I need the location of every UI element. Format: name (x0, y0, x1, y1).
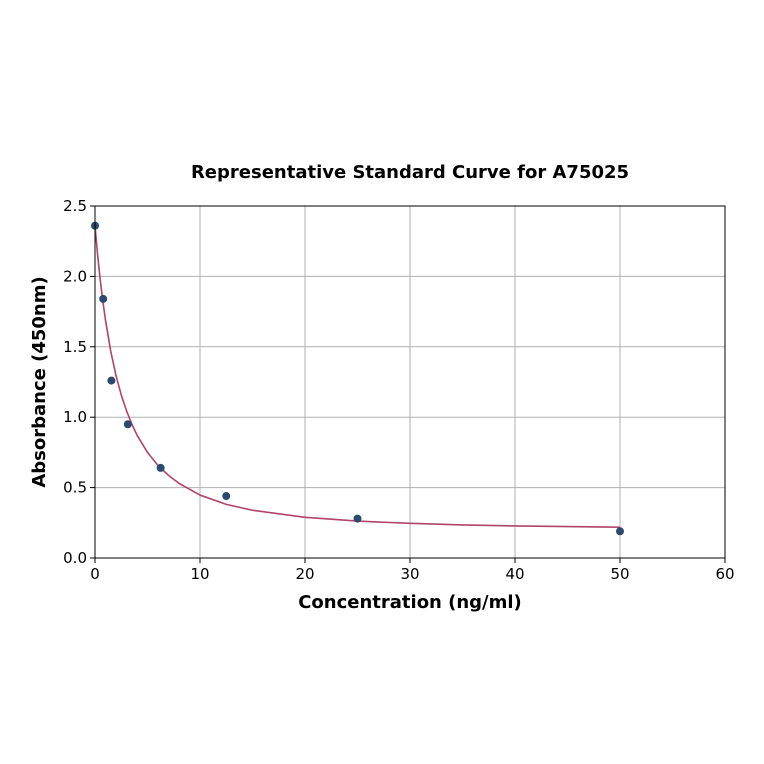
y-axis-label: Absorbance (450nm) (29, 276, 50, 487)
x-tick-label: 20 (295, 565, 314, 583)
y-tick-label: 0.5 (63, 479, 87, 497)
x-tick-label: 10 (190, 565, 209, 583)
x-tick-label: 0 (90, 565, 100, 583)
chart-title: Representative Standard Curve for A75025 (191, 162, 629, 183)
data-points-layer (91, 221, 624, 536)
data-point (107, 376, 116, 385)
y-tick-label: 2.5 (63, 197, 87, 215)
y-axis-ticks: 0.0 0.5 1.0 1.5 2.0 2.5 (63, 197, 95, 567)
x-tick-label: 30 (400, 565, 419, 583)
y-tick-label: 2.0 (63, 267, 87, 285)
x-tick-label: 60 (715, 565, 734, 583)
y-tick-label: 1.5 (63, 338, 87, 356)
x-axis-ticks: 0 10 20 30 40 50 60 (90, 558, 735, 583)
y-tick-label: 0.0 (63, 549, 87, 567)
y-tick-label: 1.0 (63, 408, 87, 426)
data-point (156, 463, 165, 472)
data-point (222, 492, 231, 501)
data-point (99, 294, 108, 303)
data-point (616, 527, 624, 536)
x-tick-label: 50 (610, 565, 629, 583)
x-axis-label: Concentration (ng/ml) (298, 592, 522, 613)
data-point (353, 514, 362, 523)
data-point (123, 420, 132, 429)
x-tick-label: 40 (505, 565, 524, 583)
